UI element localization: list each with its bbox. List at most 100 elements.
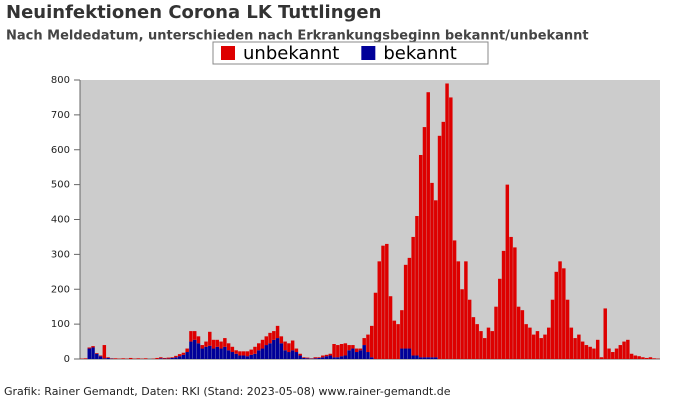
bar-segment: [201, 349, 204, 359]
bar-segment: [272, 340, 275, 359]
bar-segment: [362, 345, 365, 359]
bar-segment: [321, 357, 324, 359]
bar-segment: [400, 310, 403, 348]
bar-segment: [295, 349, 298, 352]
bar-segment: [227, 350, 230, 359]
bar-segment: [336, 345, 339, 357]
bar-segment: [630, 354, 633, 359]
bar-segment: [596, 340, 599, 359]
bar-segment: [185, 352, 188, 359]
bar-segment: [91, 347, 94, 359]
bar-segment: [615, 349, 618, 359]
bar-segment: [634, 356, 637, 359]
bar-segment: [159, 357, 162, 358]
bar-segment: [438, 136, 441, 359]
bar-segment: [423, 357, 426, 359]
bar-segment: [189, 342, 192, 359]
bar-segment: [430, 357, 433, 359]
bar-segment: [216, 347, 219, 359]
y-tick-label: 500: [51, 180, 70, 191]
bar-segment: [581, 342, 584, 359]
bar-segment: [408, 349, 411, 359]
legend-label: unbekannt: [243, 43, 339, 64]
bar-segment: [272, 331, 275, 340]
bar-segment: [355, 349, 358, 352]
bar-segment: [419, 357, 422, 359]
bar-segment: [351, 345, 354, 348]
chart-subtitle: Nach Meldedatum, unterschieden nach Erkr…: [6, 29, 589, 44]
bar-segment: [524, 324, 527, 359]
bar-segment: [174, 357, 177, 359]
bar-segment: [114, 358, 117, 359]
bar-segment: [434, 357, 437, 359]
bar-segment: [88, 347, 91, 348]
bar-segment: [558, 261, 561, 359]
bar-segment: [393, 321, 396, 359]
bar-segment: [460, 289, 463, 359]
bar-segment: [291, 350, 294, 359]
bar-segment: [622, 342, 625, 359]
chart-title: Neuinfektionen Corona LK Tuttlingen: [6, 2, 381, 23]
bar-segment: [366, 352, 369, 359]
bar-segment: [193, 331, 196, 340]
bar-segment: [291, 341, 294, 351]
bar-segment: [314, 358, 317, 359]
bar-segment: [170, 357, 173, 358]
bar-segment: [562, 268, 565, 359]
bar-segment: [223, 347, 226, 359]
bar-segment: [381, 246, 384, 359]
bar-segment: [539, 338, 542, 359]
bar-segment: [129, 358, 132, 359]
bar-segment: [298, 354, 301, 356]
bar-segment: [359, 350, 362, 359]
bar-segment: [159, 358, 162, 359]
bar-segment: [374, 293, 377, 359]
bar-segment: [306, 358, 309, 359]
bar-segment: [103, 345, 106, 358]
bar-segment: [234, 350, 237, 353]
bar-segment: [155, 358, 158, 359]
bar-segment: [351, 349, 354, 359]
bar-segment: [340, 344, 343, 356]
bar-segment: [178, 354, 181, 356]
bar-segment: [265, 336, 268, 345]
bar-segment: [231, 352, 234, 359]
bar-segment: [423, 127, 426, 357]
bar-segment: [193, 340, 196, 359]
bar-segment: [528, 328, 531, 359]
bar-segment: [208, 346, 211, 359]
bar-segment: [362, 338, 365, 345]
bar-segment: [509, 237, 512, 359]
bar-segment: [287, 352, 290, 359]
bar-segment: [370, 326, 373, 357]
bar-segment: [464, 261, 467, 359]
bar-segment: [347, 350, 350, 359]
bar-segment: [600, 357, 603, 359]
y-tick-label: 200: [51, 284, 70, 295]
bar-segment: [84, 358, 87, 359]
bar-segment: [619, 345, 622, 359]
bar-segment: [498, 279, 501, 359]
bar-segment: [536, 331, 539, 359]
bar-segment: [566, 300, 569, 359]
plot-area: [80, 80, 660, 359]
bar-segment: [204, 347, 207, 359]
bar-segment: [268, 343, 271, 359]
bar-segment: [611, 352, 614, 359]
bar-segment: [359, 349, 362, 351]
bar-segment: [513, 247, 516, 359]
bar-segment: [197, 343, 200, 359]
bar-segment: [577, 335, 580, 359]
bar-segment: [404, 349, 407, 359]
bar-segment: [302, 357, 305, 358]
bar-segment: [340, 356, 343, 359]
bar-segment: [419, 155, 422, 357]
bar-segment: [287, 343, 290, 352]
bar-segment: [283, 350, 286, 359]
bar-segment: [219, 349, 222, 359]
bar-segment: [637, 356, 640, 359]
bar-segment: [426, 92, 429, 357]
bar-segment: [227, 343, 230, 350]
bar-segment: [532, 335, 535, 359]
